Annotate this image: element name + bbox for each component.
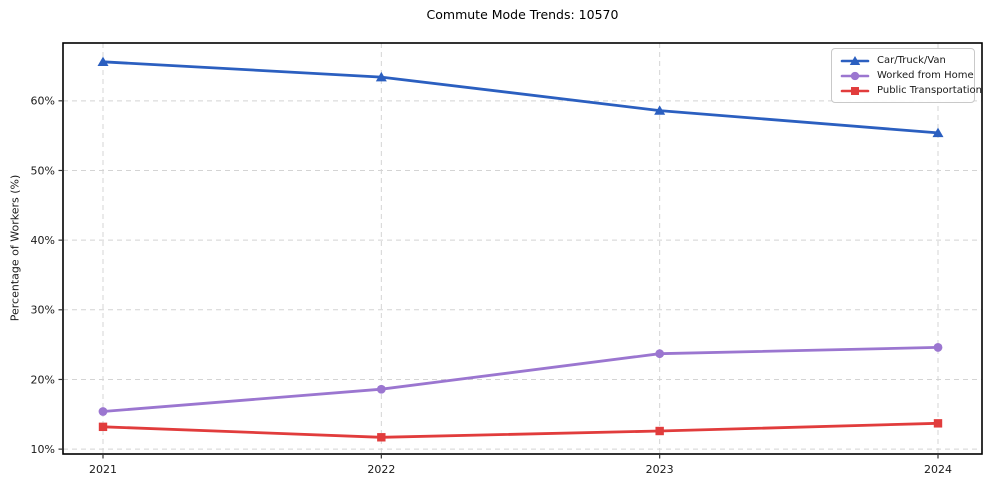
y-tick-label: 50% bbox=[31, 164, 55, 177]
y-tick-label: 30% bbox=[31, 304, 55, 317]
y-tick-label: 10% bbox=[31, 443, 55, 456]
legend-item-car-truck-van: Car/Truck/Van bbox=[840, 55, 966, 67]
legend: Car/Truck/Van Worked from Home Public Tr… bbox=[831, 48, 982, 103]
legend-sample-circle-icon bbox=[840, 71, 870, 80]
tick-marks bbox=[58, 100, 939, 459]
x-tick-label: 2021 bbox=[89, 463, 117, 476]
y-tick-labels: 10% 20% 30% 40% 50% 60% bbox=[31, 95, 55, 456]
series-line-worked-from-home bbox=[101, 346, 940, 413]
gridlines bbox=[63, 43, 982, 454]
series-worked-from-home bbox=[98, 343, 943, 416]
plot-border bbox=[62, 42, 983, 455]
x-tick-label: 2024 bbox=[924, 463, 952, 476]
legend-item-worked-from-home: Worked from Home bbox=[840, 70, 974, 82]
x-tick-label: 2023 bbox=[646, 463, 674, 476]
series-line-public-transportation bbox=[101, 421, 940, 439]
x-tick-labels: 2021 2022 2023 2024 bbox=[89, 463, 952, 476]
series-line-car-truck-van bbox=[101, 60, 940, 135]
legend-label: Car/Truck/Van bbox=[877, 54, 946, 66]
legend-label: Worked from Home bbox=[877, 69, 974, 81]
x-tick-label: 2022 bbox=[367, 463, 395, 476]
series-car-truck-van bbox=[97, 56, 944, 138]
series-public-transportation bbox=[98, 419, 943, 442]
y-tick-label: 40% bbox=[31, 234, 55, 247]
y-tick-label: 20% bbox=[31, 373, 55, 386]
legend-sample-square-icon bbox=[840, 86, 870, 95]
legend-label: Public Transportation bbox=[877, 84, 982, 96]
y-tick-label: 60% bbox=[31, 95, 55, 108]
legend-item-public-transportation: Public Transportation bbox=[840, 85, 982, 97]
legend-sample-triangle-icon bbox=[840, 55, 870, 65]
chart-title: Commute Mode Trends: 10570 bbox=[426, 7, 619, 22]
